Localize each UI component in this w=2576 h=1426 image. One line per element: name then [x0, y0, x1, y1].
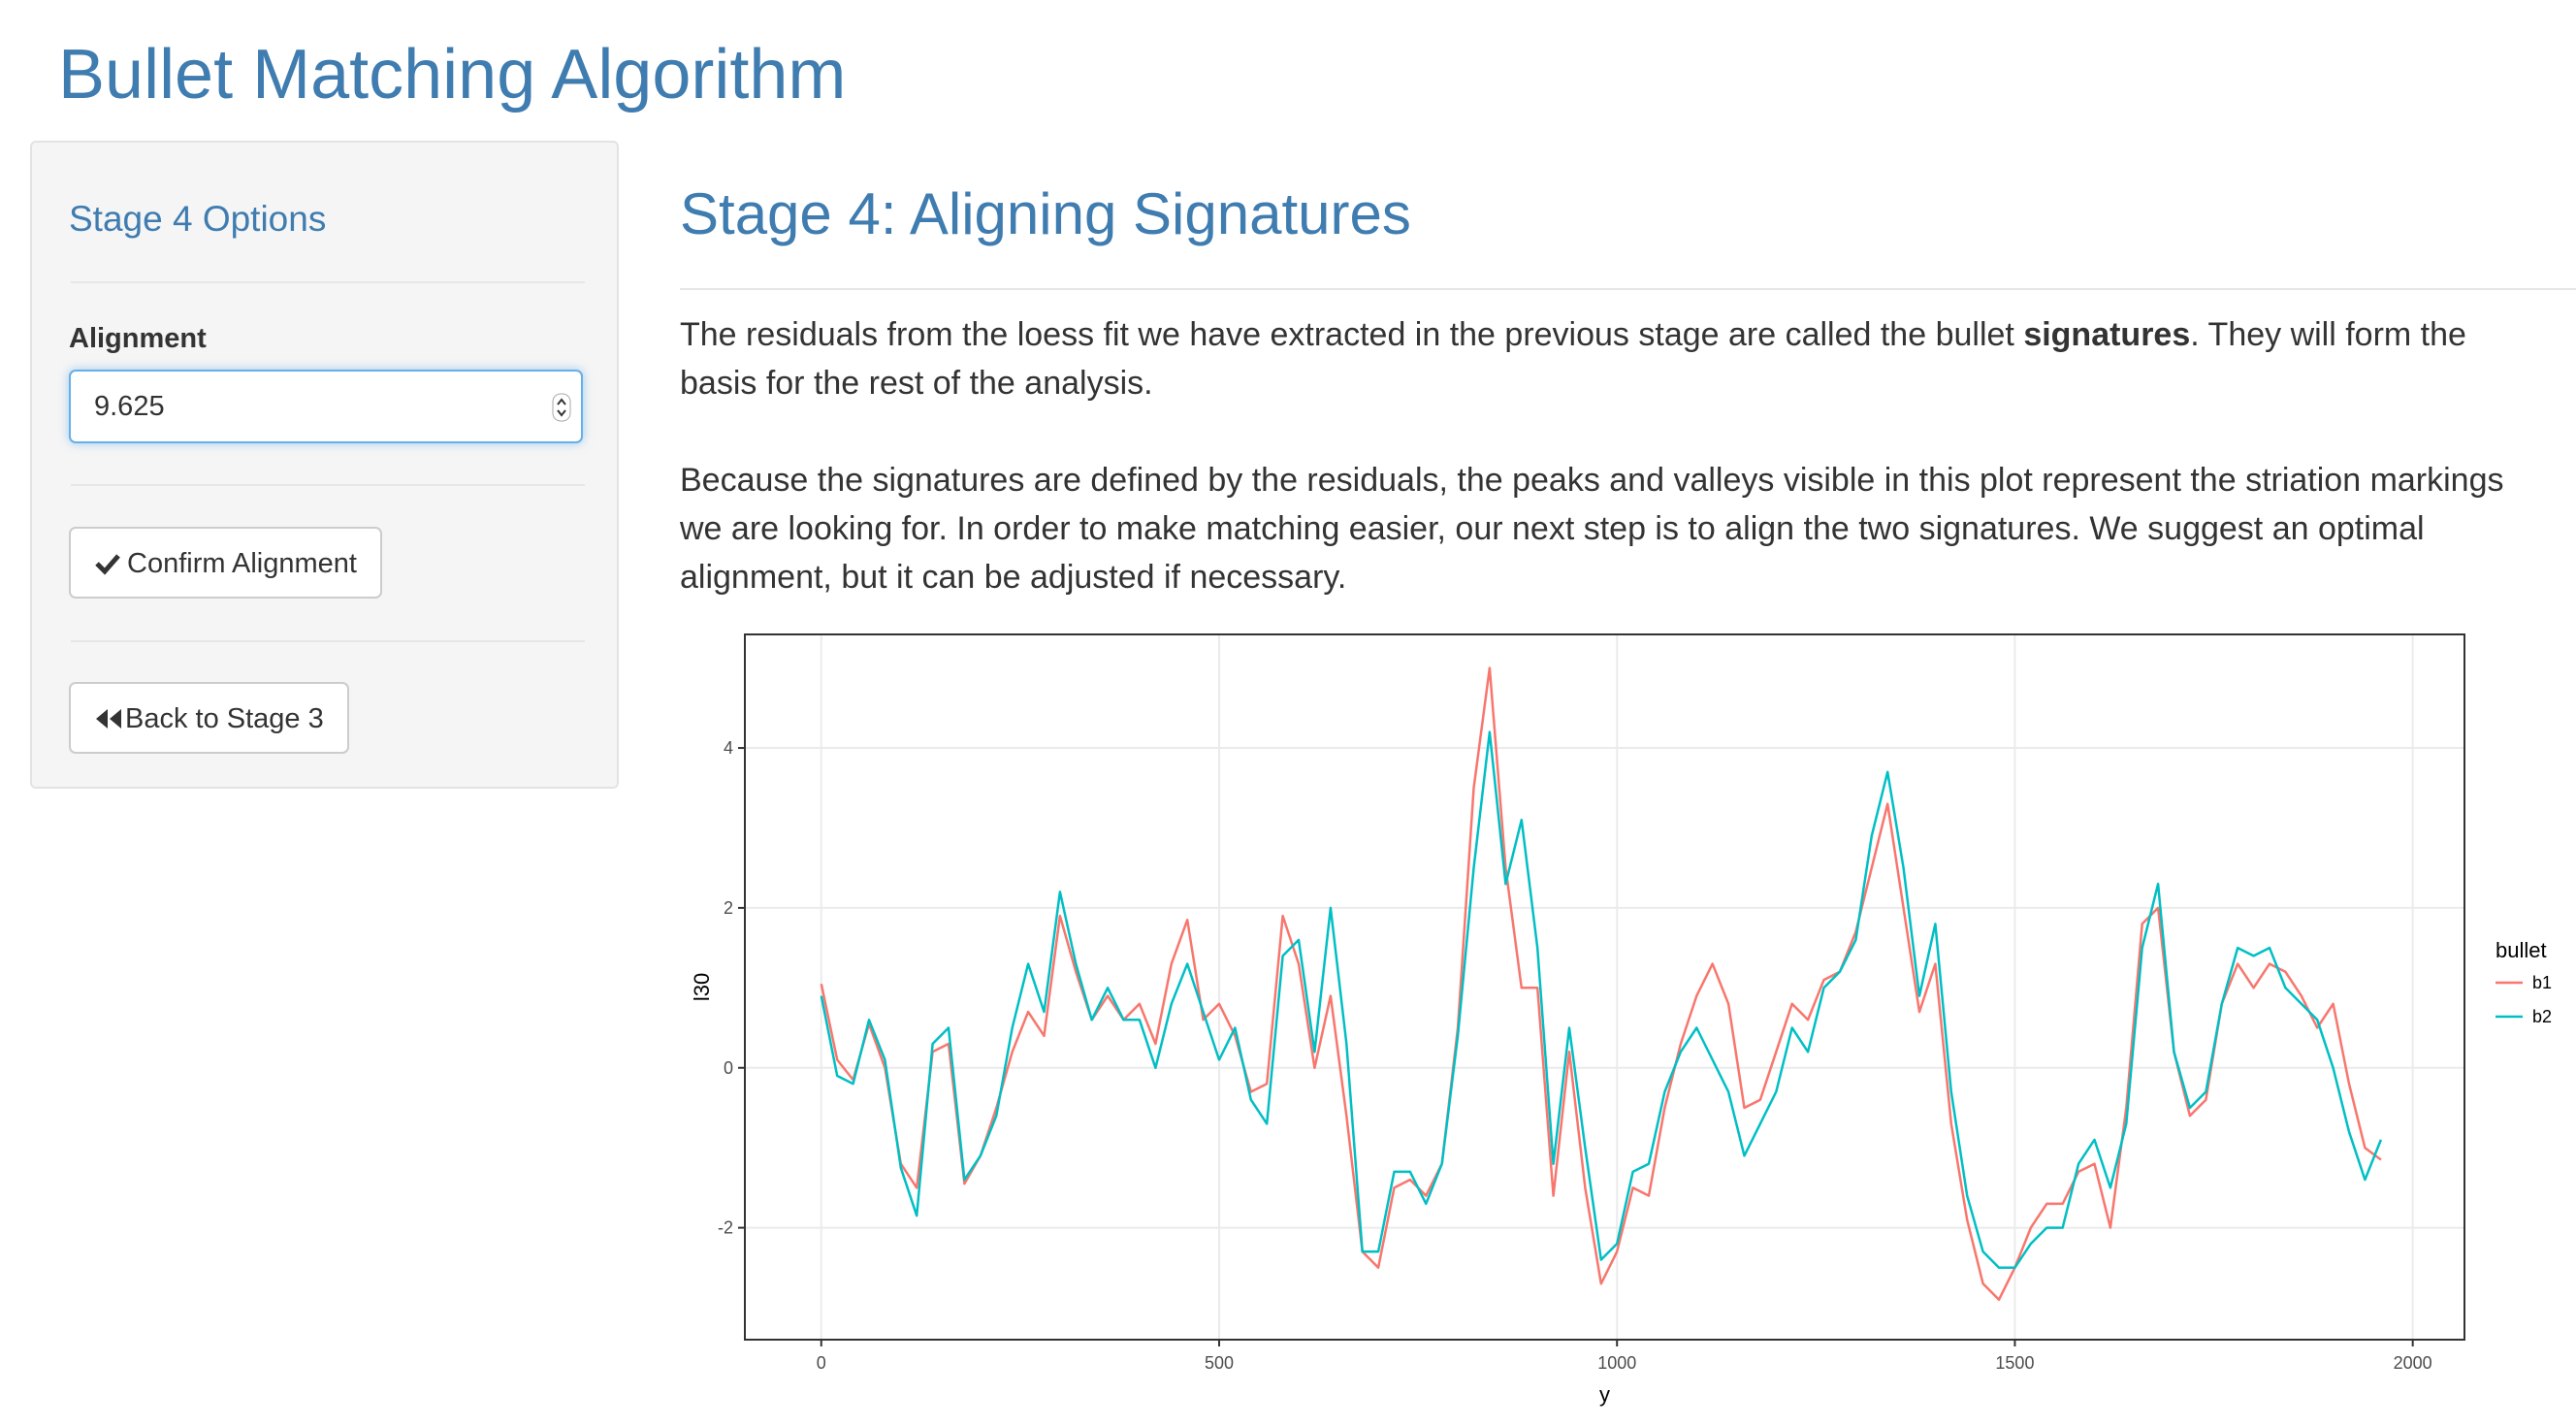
input-label: Alignment	[69, 323, 207, 354]
page-title: Bullet Matching Algorithm	[58, 36, 847, 113]
sidebar-heading: Stage 4 Options	[69, 199, 327, 239]
legend-label: b1	[2532, 973, 2552, 992]
plot-border	[744, 633, 2465, 1341]
spinner-icon	[552, 393, 571, 422]
text: . They will form the basis for the rest …	[680, 316, 2466, 402]
separator	[71, 281, 585, 283]
input-value: 9.625	[94, 391, 165, 422]
button-text: Confirm Alignment	[127, 548, 357, 579]
paragraph: The residuals from the loess fit we have…	[680, 310, 2552, 407]
paragraph: Because the signatures are defined by th…	[680, 456, 2552, 601]
plot-background	[745, 634, 2464, 1340]
alignment-input[interactable]: 9.625	[69, 370, 583, 443]
y-tick-label: 4	[724, 738, 733, 758]
legend-title: bullet	[2496, 938, 2547, 962]
x-tick-label: 2000	[2394, 1353, 2432, 1373]
y-axis-label: l30	[690, 973, 714, 1001]
separator	[71, 484, 585, 486]
y-tick-label: 0	[724, 1058, 733, 1078]
x-axis-label: y	[1599, 1382, 1610, 1407]
y-tick-label: -2	[718, 1218, 733, 1238]
chart: 0 500 1000 1500 2000 -2 0 2 4 y l30 bullet b1 b2	[690, 633, 2552, 1407]
text: The residuals from the loess fit we have…	[680, 316, 2024, 353]
series-line	[820, 730, 2383, 1270]
x-tick-label: 1000	[1597, 1353, 1636, 1373]
separator	[680, 288, 2576, 290]
button-text: Back to Stage 3	[125, 703, 324, 734]
x-tick-label: 1500	[1995, 1353, 2034, 1373]
main-heading: Stage 4: Aligning Signatures	[680, 181, 1411, 246]
x-tick-label: 500	[1205, 1353, 1234, 1373]
bold-text: signatures	[2023, 316, 2191, 353]
legend-label: b2	[2532, 1007, 2552, 1026]
separator	[71, 640, 585, 642]
text: Because the signatures are defined by th…	[680, 462, 2504, 596]
check-icon	[95, 554, 120, 575]
back-button[interactable]: Back to Stage 3	[69, 682, 349, 754]
confirm-button[interactable]: Confirm Alignment	[69, 527, 382, 599]
sidebar-panel: Stage 4 Options Alignment 9.625 Confirm …	[30, 141, 619, 789]
back-icon	[96, 709, 121, 729]
y-tick-label: 2	[724, 898, 733, 918]
x-tick-label: 0	[817, 1353, 826, 1373]
